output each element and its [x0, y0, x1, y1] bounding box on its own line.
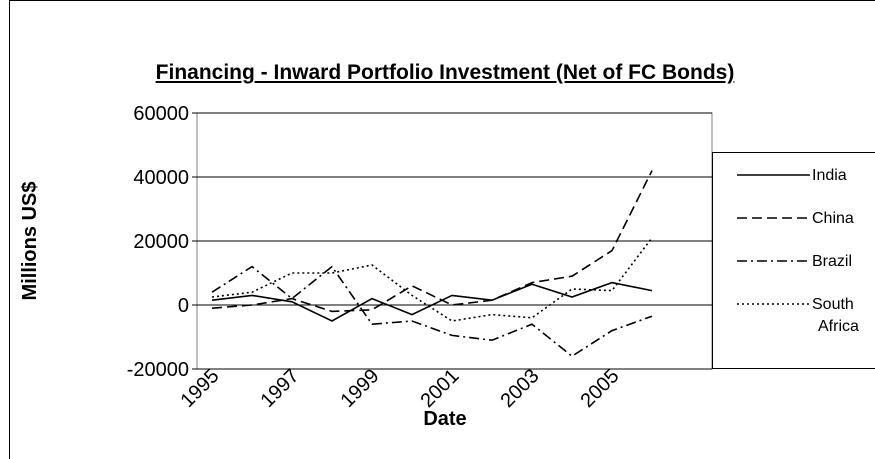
x-tick-label: 2001: [417, 365, 464, 412]
x-tick-label: 1997: [257, 365, 304, 412]
y-tick-label: 0: [178, 295, 189, 317]
y-tick-label: 60000: [133, 103, 189, 125]
series-line: [211, 170, 653, 313]
x-tick-label: 2005: [577, 365, 624, 412]
series-line: [211, 237, 653, 322]
series-line: [211, 265, 653, 358]
legend-label: South Africa: [812, 296, 859, 335]
chart-title: Financing - Inward Portfolio Investment …: [155, 61, 735, 84]
y-tick-label: 40000: [133, 167, 189, 189]
y-axis-label: Millions US$: [19, 182, 41, 301]
x-axis-label: Date: [423, 408, 466, 430]
y-tick-label: -20000: [127, 359, 189, 381]
y-tick-label: 20000: [133, 231, 189, 253]
x-tick-label: 2003: [497, 365, 544, 412]
legend-label: China: [812, 210, 854, 227]
legend-label: India: [812, 167, 847, 184]
legend-label: Brazil: [812, 253, 852, 270]
chart-frame: [9, 0, 875, 459]
series-line: [211, 281, 653, 322]
x-tick-label: 1999: [337, 365, 384, 412]
